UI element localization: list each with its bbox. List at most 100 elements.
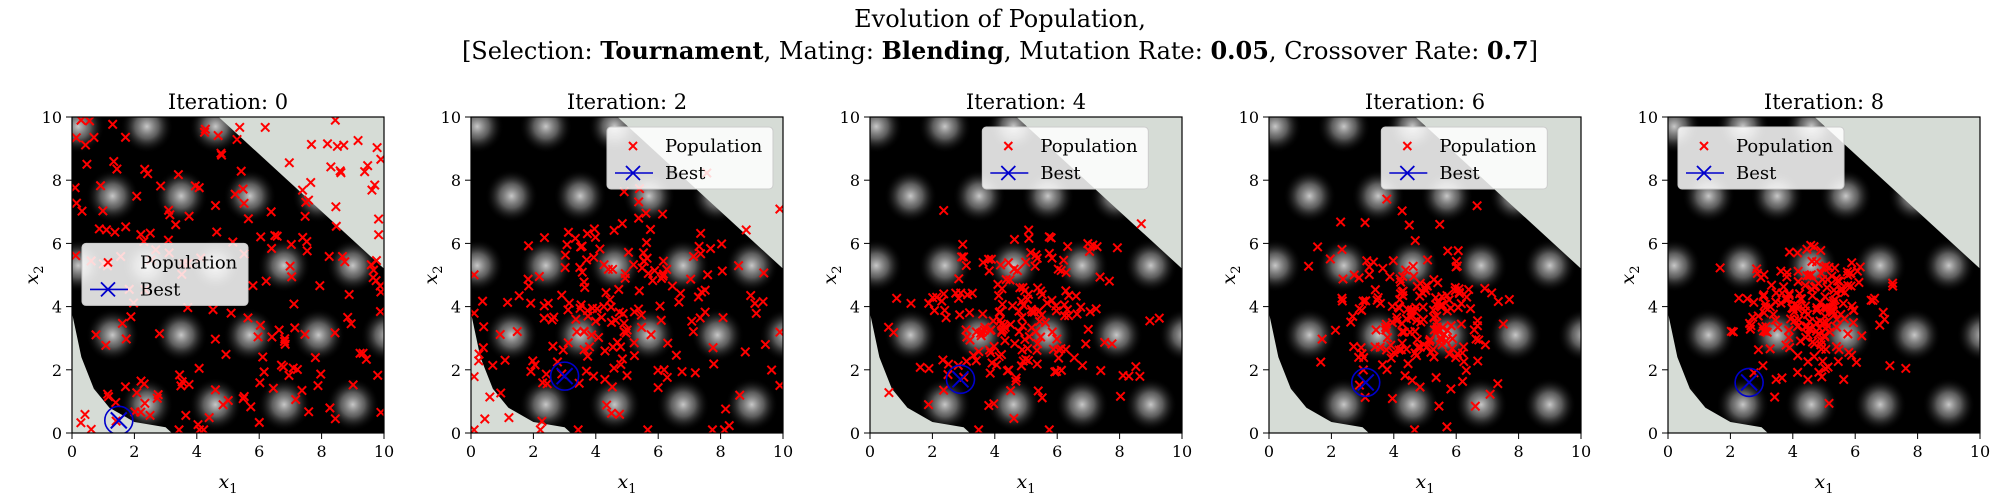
objective-peak (1668, 238, 1701, 293)
y-tick-label: 10 (1638, 108, 1658, 127)
population-marker (927, 292, 938, 303)
population-marker (667, 281, 678, 291)
panel-title: Iteration: 0 (168, 90, 288, 114)
x-tick-label: 10 (1970, 442, 1990, 461)
population-marker (636, 322, 647, 333)
population-marker (257, 352, 268, 362)
population-marker (988, 316, 999, 326)
objective-peak (86, 308, 140, 362)
population-marker (671, 350, 682, 361)
population-marker (973, 346, 984, 357)
population-marker (84, 117, 95, 126)
population-marker (1851, 357, 1862, 368)
population-marker (614, 409, 625, 420)
objective-peak (725, 377, 779, 432)
population-marker (1059, 299, 1070, 310)
population-marker (645, 224, 656, 235)
population-marker (1726, 326, 1737, 337)
population-marker (983, 254, 994, 265)
population-marker (1053, 264, 1064, 275)
objective-peak (1488, 308, 1542, 362)
population-marker (72, 250, 81, 261)
population-marker (190, 181, 201, 191)
population-marker (269, 230, 280, 241)
population-marker (606, 317, 617, 328)
population-marker (1472, 200, 1483, 211)
population-marker (248, 280, 258, 291)
population-marker (629, 306, 640, 317)
x-tick-label: 0 (865, 442, 875, 461)
legend: Population Best (1380, 126, 1548, 190)
legend-population-label: Population (140, 252, 238, 273)
y-tick-label: 6 (1648, 234, 1658, 253)
population-marker (199, 127, 210, 138)
objective-peak (622, 308, 676, 362)
legend-best-label: Best (140, 279, 181, 300)
population-marker (1007, 300, 1018, 311)
population-marker (733, 260, 744, 271)
population-marker (1397, 338, 1408, 349)
population-marker (636, 310, 647, 321)
objective-peak (1269, 238, 1302, 293)
population-marker (939, 305, 950, 316)
population-marker (1315, 357, 1326, 367)
population-marker (238, 393, 249, 404)
population-marker (1816, 371, 1827, 382)
population-marker (1436, 302, 1447, 312)
population-marker (1784, 247, 1795, 257)
population-marker (342, 312, 353, 323)
objective-peak (1682, 308, 1736, 362)
population-marker (1099, 337, 1110, 348)
population-marker (284, 157, 295, 168)
population-marker (358, 348, 368, 359)
population-marker (278, 362, 289, 372)
population-marker (1770, 315, 1781, 325)
y-tick-label: 8 (451, 171, 461, 190)
population-marker (208, 304, 218, 315)
population-marker (174, 370, 185, 380)
population-marker (745, 290, 756, 301)
population-marker (562, 239, 572, 250)
objective-peak (1853, 238, 1907, 293)
x-axis-label: x1 (219, 471, 238, 497)
population-marker (1112, 242, 1123, 253)
infeasible-region-lower (72, 312, 172, 433)
population-marker (633, 196, 644, 207)
population-marker (297, 232, 308, 243)
objective-peak (553, 169, 607, 223)
y-axis-label: x2 (420, 266, 446, 285)
population-marker (1768, 309, 1779, 320)
population-marker (1772, 322, 1783, 333)
population-marker (368, 265, 379, 275)
population-marker (1831, 314, 1842, 325)
population-marker (1831, 273, 1842, 284)
population-marker (1493, 296, 1504, 307)
population-marker (226, 308, 237, 319)
legend-population-marker (628, 141, 638, 151)
population-marker (1408, 261, 1419, 272)
population-marker (1412, 281, 1423, 292)
population-marker (1715, 262, 1726, 273)
population-marker (1422, 255, 1433, 265)
population-marker (979, 322, 990, 333)
population-marker (131, 191, 142, 202)
objective-peak (1317, 117, 1371, 154)
y-tick-label: 8 (1648, 171, 1658, 190)
population-marker (760, 339, 771, 350)
population-marker (1846, 257, 1857, 268)
population-marker (1084, 246, 1095, 257)
population-marker (1856, 330, 1867, 341)
x-tick-label: 8 (317, 442, 327, 461)
population-marker (1337, 244, 1347, 255)
population-marker (1765, 343, 1776, 354)
population-marker (216, 148, 226, 159)
x-tick-label: 8 (1115, 442, 1125, 461)
population-marker (978, 257, 989, 268)
x-tick-label: 8 (1913, 442, 1923, 461)
population-marker (576, 300, 587, 310)
population-marker (1095, 365, 1106, 376)
population-marker (1444, 349, 1455, 359)
population-marker (1747, 312, 1758, 323)
population-marker (1822, 274, 1833, 285)
population-marker (300, 329, 310, 340)
